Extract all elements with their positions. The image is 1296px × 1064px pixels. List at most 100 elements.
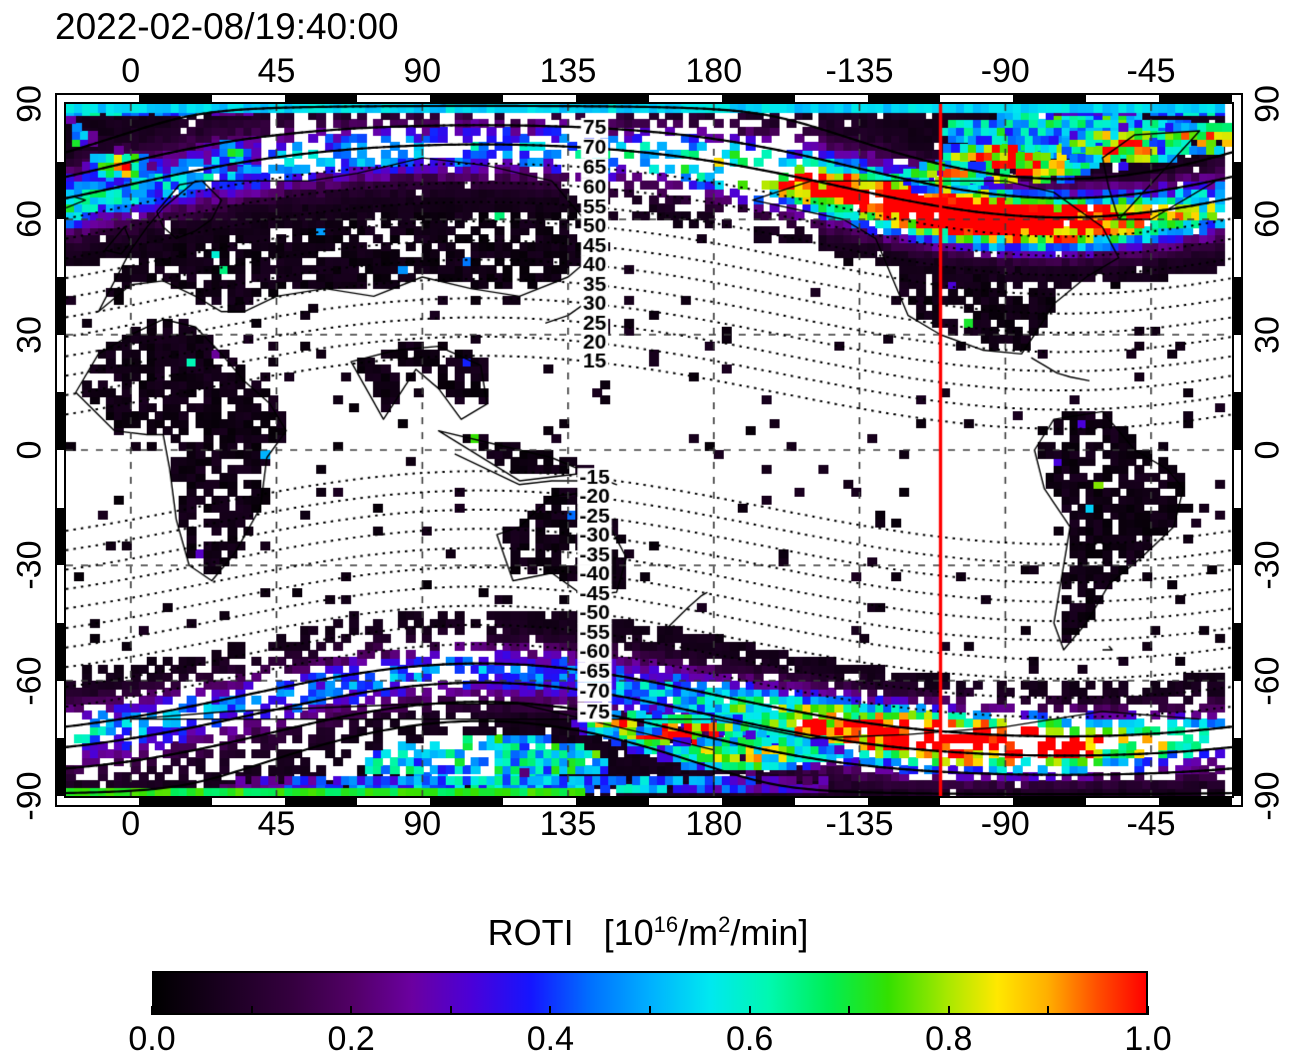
colorbar-tick-0.7 [848, 1006, 851, 1015]
frame-bottom-seg-12 [940, 798, 1014, 805]
map-plot-area[interactable] [64, 102, 1234, 798]
frame-bottom-seg-8 [649, 798, 722, 805]
colorbar-exponent-2: 2 [718, 912, 731, 937]
y-tick-right--60: -60 [1248, 656, 1287, 706]
x-tick-top-45: 45 [257, 52, 296, 90]
colorbar-tick-0.8 [947, 1006, 950, 1015]
colorbar-tick-0.9 [1047, 1006, 1050, 1015]
frame-bottom-seg-3 [284, 798, 358, 805]
y-tick-right--30: -30 [1248, 540, 1287, 590]
frame-left-seg-5 [57, 392, 64, 450]
frame-top-seg-9 [721, 95, 795, 102]
colorbar-tick-1 [1147, 1006, 1149, 1015]
roti-heatmap-canvas[interactable] [66, 104, 1232, 796]
y-tick-left--30: -30 [10, 540, 49, 590]
colorbar-label-0.6: 0.6 [725, 1020, 774, 1058]
frame-left-seg-3 [57, 277, 64, 335]
y-tick-right-30: 30 [1248, 315, 1287, 354]
y-tick-right-0: 0 [1248, 440, 1287, 460]
frame-top-seg-8 [649, 95, 722, 102]
y-tick-right--90: -90 [1248, 771, 1287, 821]
frame-bottom-seg-15 [1159, 798, 1232, 805]
frame-bottom-seg-7 [576, 798, 649, 805]
frame-right-seg-6 [1234, 450, 1241, 508]
frame-right-seg-1 [1234, 161, 1241, 220]
frame-outer-right [1241, 93, 1243, 807]
x-tick-bottom--90: -90 [980, 805, 1030, 843]
frame-left-seg-2 [57, 219, 64, 277]
frame-left-seg-1 [57, 161, 64, 220]
y-tick-right-60: 60 [1248, 200, 1287, 239]
frame-left-seg-9 [57, 623, 64, 681]
x-tick-bottom-135: 135 [539, 805, 597, 843]
colorbar-units: [1016/m2/min] [603, 912, 809, 953]
frame-bottom-seg-4 [357, 798, 431, 805]
colorbar-label-1.0: 1.0 [1124, 1020, 1172, 1058]
frame-bottom-seg-10 [794, 798, 868, 805]
colorbar-tick-0 [151, 1006, 153, 1015]
frame-left-seg-0 [57, 104, 64, 162]
x-tick-bottom-90: 90 [403, 805, 442, 843]
colorbar-tick-0.1 [250, 1006, 253, 1015]
y-tick-left--60: -60 [10, 656, 49, 706]
frame-right-seg-7 [1234, 507, 1241, 566]
frame-top-seg-7 [576, 95, 649, 102]
frame-bottom-seg-1 [138, 798, 212, 805]
colorbar-tick-0.4 [549, 1006, 552, 1015]
y-tick-right-90: 90 [1248, 85, 1287, 123]
frame-right-seg-11 [1234, 738, 1241, 796]
y-tick-left-90: 90 [10, 85, 49, 123]
frame-top-seg-2 [211, 95, 285, 102]
frame-top-seg-0 [66, 95, 139, 102]
frame-top-seg-6 [503, 95, 577, 102]
frame-right-seg-9 [1234, 623, 1241, 681]
x-tick-top-180: 180 [685, 52, 743, 90]
frame-left-seg-6 [57, 450, 64, 508]
frame-outer-left [55, 93, 57, 807]
frame-right-seg-8 [1234, 565, 1241, 623]
frame-bottom-seg-13 [1013, 798, 1087, 805]
frame-right-seg-0 [1234, 104, 1241, 162]
x-tick-bottom--135: -135 [825, 805, 894, 843]
colorbar-title: ROTI [1016/m2/min] [488, 912, 809, 954]
frame-bottom-seg-14 [1086, 798, 1160, 805]
colorbar-label-0.8: 0.8 [925, 1020, 973, 1058]
frame-right-seg-2 [1234, 219, 1241, 277]
x-tick-bottom--45: -45 [1126, 805, 1176, 843]
colorbar-label-0.0: 0.0 [128, 1020, 176, 1058]
x-tick-bottom-180: 180 [685, 805, 743, 843]
frame-right-seg-10 [1234, 680, 1241, 739]
frame-bottom-seg-11 [867, 798, 941, 805]
frame-top-seg-3 [284, 95, 358, 102]
y-tick-left-0: 0 [10, 440, 49, 460]
x-tick-top--45: -45 [1126, 52, 1176, 90]
page-title: 2022-02-08/19:40:00 [55, 6, 399, 47]
x-tick-bottom-45: 45 [257, 805, 296, 843]
frame-right-seg-3 [1234, 277, 1241, 335]
frame-left-seg-8 [57, 565, 64, 623]
colorbar-exponent-16: 16 [653, 912, 679, 937]
x-tick-top--90: -90 [980, 52, 1030, 90]
y-tick-left--90: -90 [10, 771, 49, 821]
frame-left-seg-4 [57, 334, 64, 393]
frame-top-seg-11 [867, 95, 941, 102]
frame-top-seg-14 [1086, 95, 1160, 102]
frame-bottom-seg-6 [503, 798, 577, 805]
frame-bottom-seg-0 [66, 798, 139, 805]
colorbar-tick-0.3 [449, 1006, 452, 1015]
map-frame [55, 93, 1243, 807]
x-tick-top-135: 135 [539, 52, 597, 90]
frame-right-seg-4 [1234, 334, 1241, 393]
x-tick-top-90: 90 [403, 52, 442, 90]
frame-left-seg-10 [57, 680, 64, 739]
colorbar-tick-0.5 [649, 1006, 651, 1015]
frame-bottom-seg-2 [211, 798, 285, 805]
frame-top-seg-12 [940, 95, 1014, 102]
x-tick-bottom-0: 0 [121, 805, 141, 843]
y-tick-left-60: 60 [10, 200, 49, 239]
frame-left-seg-11 [57, 738, 64, 796]
frame-outer-top [55, 93, 1243, 95]
colorbar-wrapper[interactable] [151, 971, 1149, 1015]
frame-top-seg-15 [1159, 95, 1232, 102]
